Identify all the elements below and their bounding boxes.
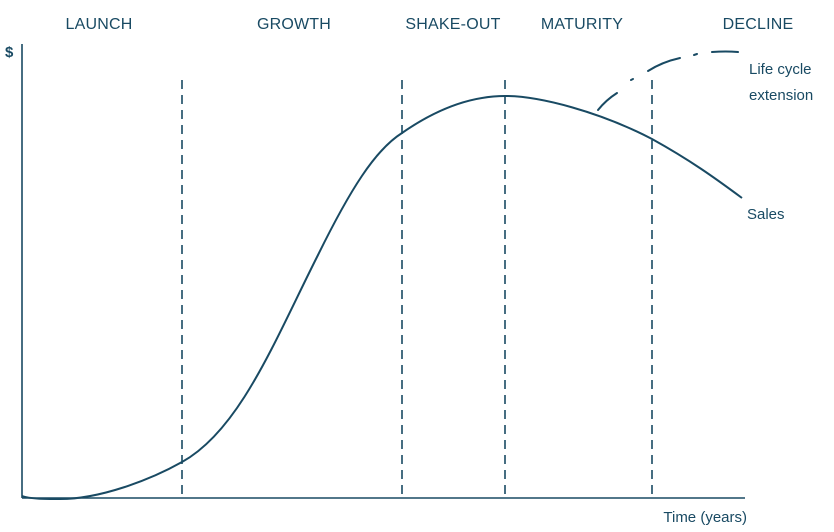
y-axis-label: $ — [5, 44, 14, 61]
axes — [21, 44, 745, 499]
sales-curve — [21, 94, 743, 501]
stage-label-shake-out: SHAKE-OUT — [405, 16, 500, 33]
extension-segment-3 — [647, 57, 681, 72]
stage-label-decline: DECLINE — [723, 16, 794, 33]
stage-label-growth: GROWTH — [257, 16, 331, 33]
stage-label-launch: LAUNCH — [66, 16, 133, 33]
x-axis-label: Time (years) — [663, 509, 747, 526]
sales-label: Sales — [747, 206, 785, 223]
extension-segment-5 — [711, 50, 739, 53]
stage-label-maturity: MATURITY — [541, 16, 623, 33]
extension-label-line1: Life cycle — [749, 61, 812, 78]
extension-label-line2: extension — [749, 87, 813, 104]
extension-segment-1 — [597, 92, 618, 111]
extension-segment-4 — [693, 53, 698, 56]
stage-dividers — [181, 80, 653, 498]
extension-segment-2 — [630, 78, 634, 81]
extension-curve — [597, 50, 739, 111]
